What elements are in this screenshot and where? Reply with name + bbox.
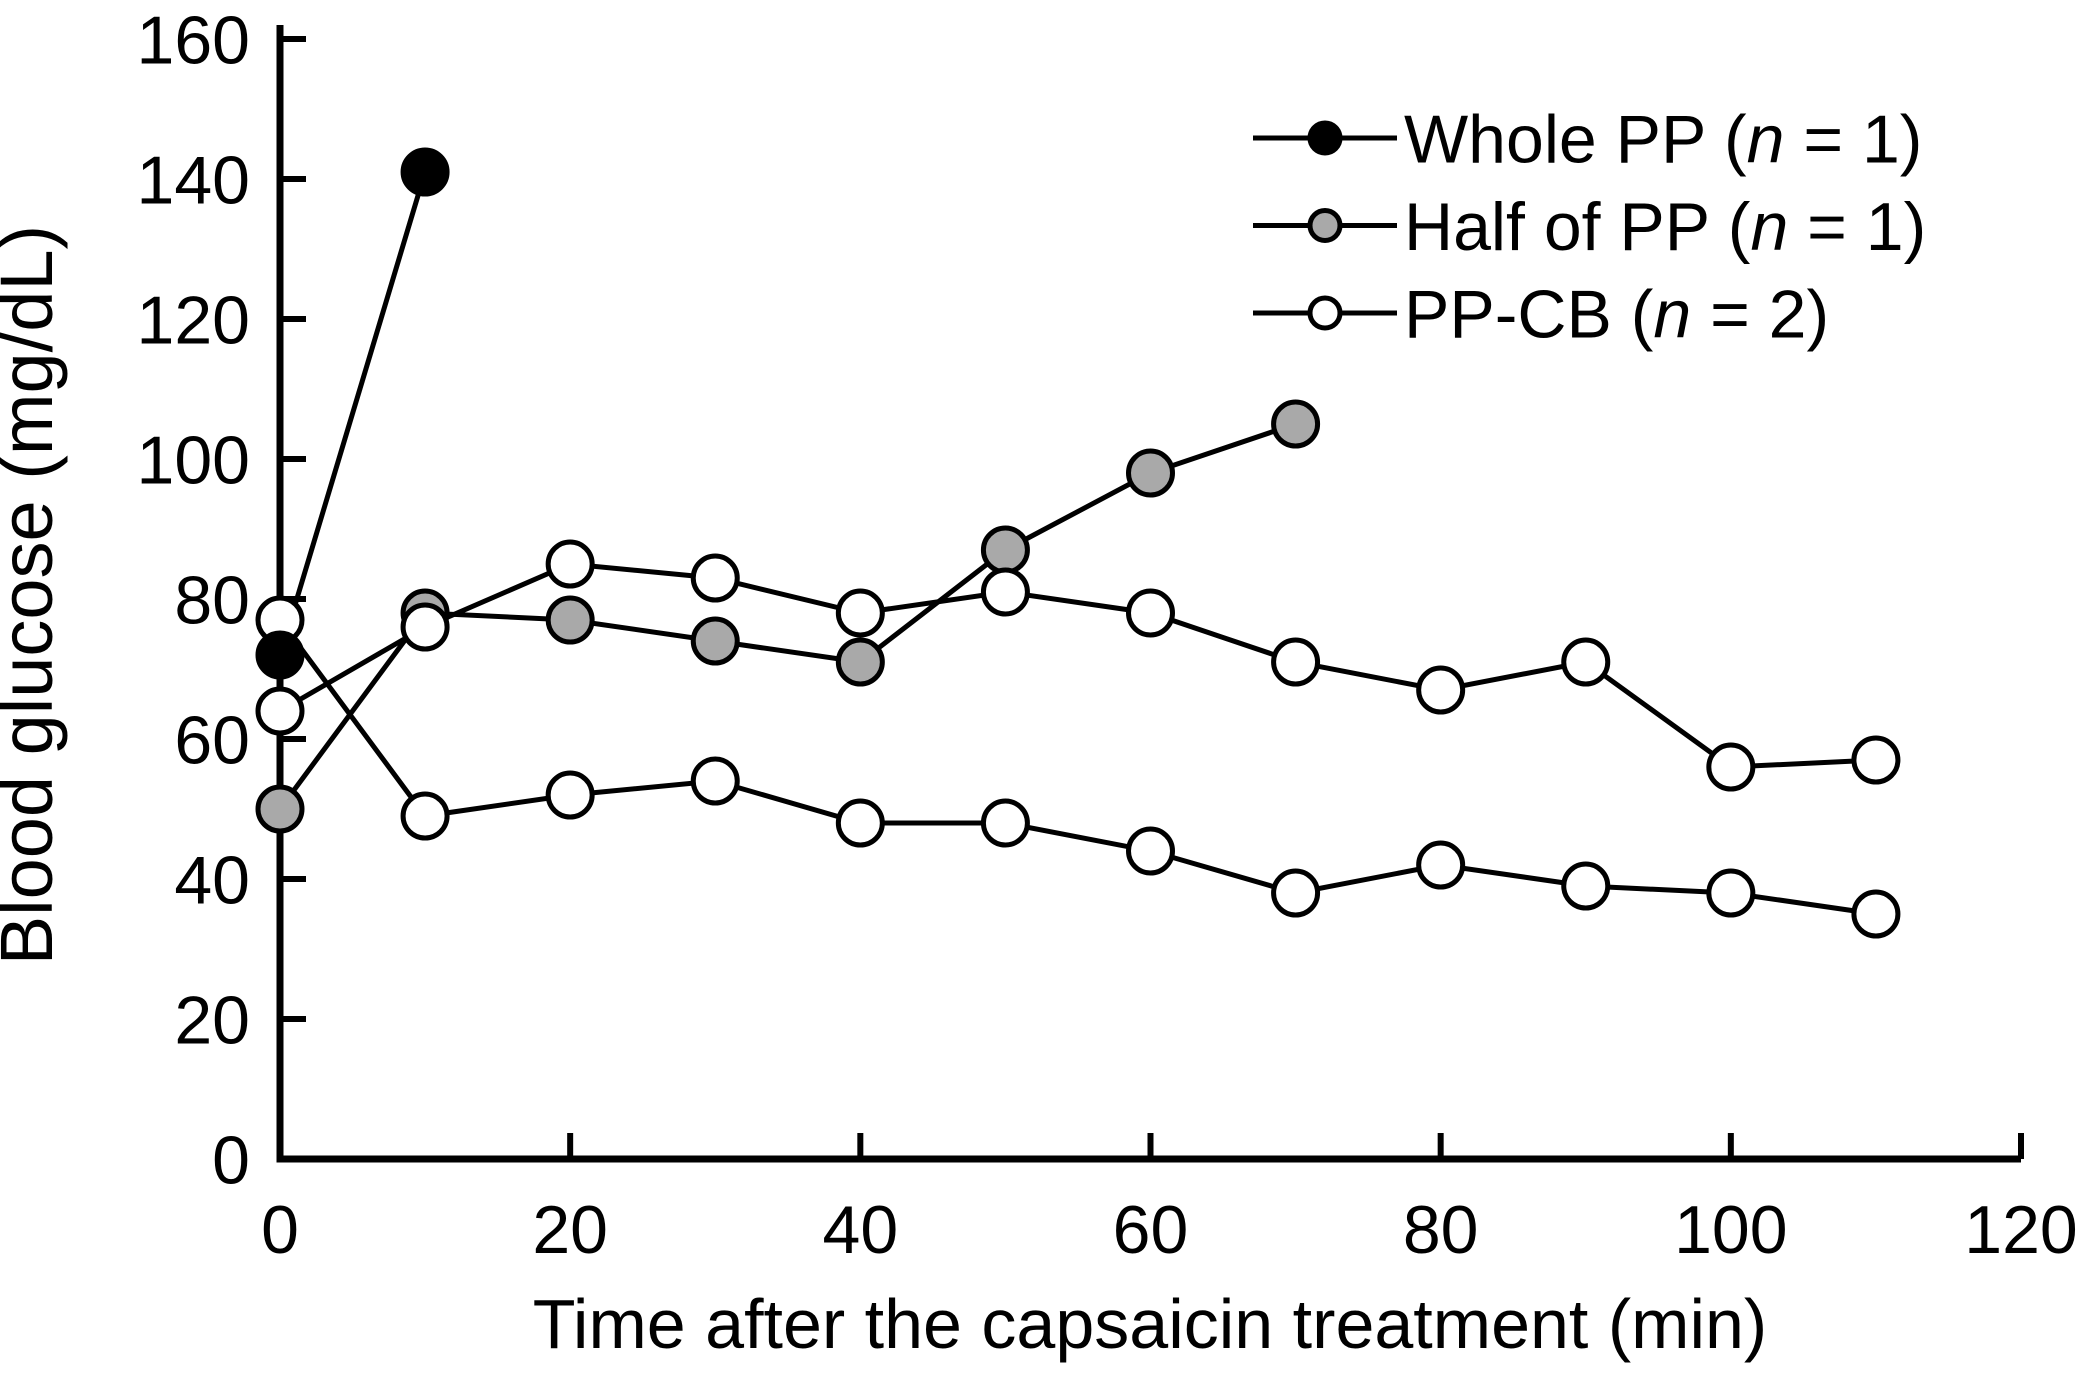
data-point: [1126, 588, 1175, 638]
y-tick-label: 120: [137, 282, 250, 358]
data-point: [1126, 448, 1175, 498]
data-point: [1271, 399, 1321, 449]
y-tick-label: 0: [212, 1122, 250, 1198]
y-axis-tick-labels: 0 20 40 60 80 100 120 140 160: [137, 2, 250, 1198]
y-axis-title: Blood glucose (mg/dL): [0, 225, 68, 965]
data-point: [980, 525, 1030, 575]
data-point: [835, 637, 885, 687]
series-line: [277, 171, 428, 656]
data-point: [1851, 889, 1901, 939]
data-point: [545, 770, 595, 820]
legend-item: Whole PP (n = 1): [1253, 101, 1922, 177]
legend-item: PP-CB (n = 2): [1253, 276, 1829, 352]
legend-item: Half of PP (n = 1): [1253, 189, 1926, 265]
legend: Whole PP (n = 1) Half of PP (n = 1) PP-CB …: [1253, 101, 1926, 352]
series-markers: [255, 147, 1901, 939]
data-point: [980, 567, 1030, 617]
data-point: [255, 630, 305, 680]
data-point: [1561, 861, 1611, 911]
data-point: [835, 588, 885, 638]
data-point: [1561, 637, 1611, 687]
data-point: [1416, 665, 1466, 715]
data-point: [400, 147, 450, 197]
data-point: [1271, 868, 1321, 918]
series-line: [277, 618, 1877, 917]
x-tick-label: 100: [1674, 1192, 1787, 1268]
data-point: [690, 756, 740, 806]
data-point: [545, 539, 595, 589]
x-tick-label: 60: [1113, 1192, 1189, 1268]
data-point: [1706, 868, 1756, 918]
data-point: [690, 616, 740, 666]
data-point: [835, 798, 885, 848]
y-tick-label: 20: [174, 982, 250, 1058]
data-point: [400, 791, 450, 841]
x-tick-label: 20: [532, 1192, 608, 1268]
x-tick-label: 120: [1964, 1192, 2077, 1268]
series-line: [278, 561, 1877, 770]
x-tick-label: 40: [823, 1192, 899, 1268]
data-point: [1126, 826, 1175, 876]
y-tick-label: 140: [137, 142, 250, 218]
legend-label: PP-CB (n = 2): [1404, 276, 1829, 352]
legend-label: Half of PP (n = 1): [1404, 189, 1926, 265]
x-axis-title: Time after the capsaicin treatment (min): [533, 1285, 1768, 1363]
y-tick-label: 60: [174, 702, 250, 778]
legend-marker-icon: [1307, 208, 1343, 243]
data-point: [400, 602, 450, 652]
legend-label: Whole PP (n = 1): [1404, 101, 1922, 177]
x-tick-label: 0: [261, 1192, 299, 1268]
data-point: [255, 686, 305, 736]
y-tick-label: 100: [137, 422, 250, 498]
data-point: [1706, 742, 1756, 792]
y-tick-label: 160: [137, 2, 250, 78]
data-point: [1416, 840, 1466, 890]
x-axis-ticks: [277, 1133, 2024, 1159]
axes: 0 20 40 60 80 100 120 140 160 0 20 40 60 80 100 120: [137, 2, 2078, 1268]
legend-marker-icon: [1307, 120, 1343, 156]
legend-marker-icon: [1307, 295, 1343, 331]
data-point: [545, 595, 595, 645]
x-axis-tick-labels: 0 20 40 60 80 100 120: [261, 1192, 2078, 1268]
data-point: [1271, 637, 1321, 687]
y-tick-label: 40: [174, 842, 250, 918]
data-point: [1851, 735, 1901, 785]
data-point: [255, 784, 305, 834]
data-point: [980, 798, 1030, 848]
x-tick-label: 80: [1403, 1192, 1479, 1268]
y-tick-label: 80: [174, 562, 250, 638]
data-point: [690, 553, 740, 603]
